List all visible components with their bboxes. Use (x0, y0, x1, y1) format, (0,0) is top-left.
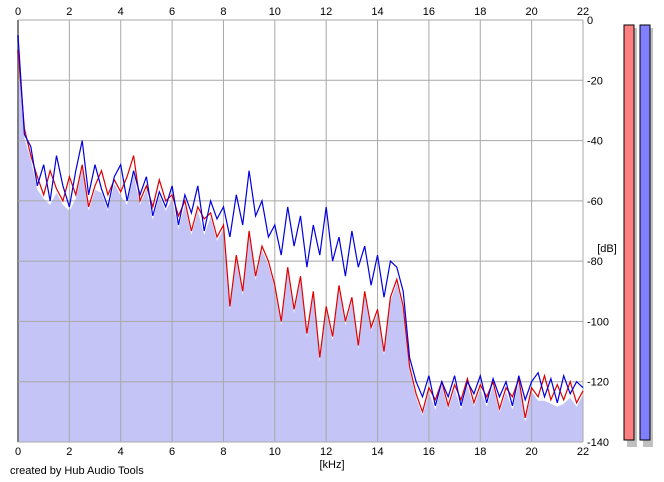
x-tick-label-top: 10 (269, 6, 281, 18)
x-tick-label-top: 14 (371, 6, 383, 18)
x-tick-label-top: 6 (169, 6, 175, 18)
x-tick-label-top: 0 (15, 6, 21, 18)
x-tick-label-bottom: 0 (15, 446, 21, 458)
x-tick-label-top: 2 (66, 6, 72, 18)
spectrum-fill-area (18, 54, 583, 442)
x-tick-label-top: 18 (474, 6, 486, 18)
x-tick-label-bottom: 2 (66, 446, 72, 458)
y-tick-label: -40 (587, 136, 603, 148)
y-tick-label: -140 (587, 437, 609, 449)
x-tick-label-bottom: 20 (526, 446, 538, 458)
x-tick-label-top: 22 (577, 6, 589, 18)
series (17, 35, 584, 419)
x-tick-label-top: 4 (118, 6, 124, 18)
y-tick-label: -20 (587, 75, 603, 87)
y-axis-label: [dB] (597, 243, 617, 255)
x-tick-label-bottom: 18 (474, 446, 486, 458)
y-tick-label: -100 (587, 316, 609, 328)
tick-labels: 002244668810101212141416161818202022220-… (15, 6, 609, 458)
x-tick-label-bottom: 4 (118, 446, 124, 458)
spectrum-fill (18, 54, 583, 442)
x-tick-label-bottom: 22 (577, 446, 589, 458)
grid (17, 19, 584, 443)
y-tick-label: -120 (587, 377, 609, 389)
x-axis-label: [kHz] (319, 459, 344, 471)
x-tick-label-top: 8 (220, 6, 226, 18)
x-tick-label-bottom: 8 (220, 446, 226, 458)
x-tick-label-top: 16 (423, 6, 435, 18)
x-tick-label-bottom: 14 (371, 446, 383, 458)
level-meter-bar (639, 24, 651, 441)
y-tick-label: -80 (587, 256, 603, 268)
x-tick-label-bottom: 16 (423, 446, 435, 458)
y-tick-label: 0 (587, 15, 593, 27)
credit-text: created by Hub Audio Tools (10, 465, 144, 477)
x-tick-label-top: 12 (320, 6, 332, 18)
y-tick-label: -60 (587, 196, 603, 208)
x-tick-label-bottom: 10 (269, 446, 281, 458)
level-meter-bar (623, 24, 635, 441)
x-tick-label-top: 20 (526, 6, 538, 18)
level-meters (623, 24, 653, 447)
series-line (17, 35, 584, 406)
x-tick-label-bottom: 12 (320, 446, 332, 458)
x-tick-label-bottom: 6 (169, 446, 175, 458)
